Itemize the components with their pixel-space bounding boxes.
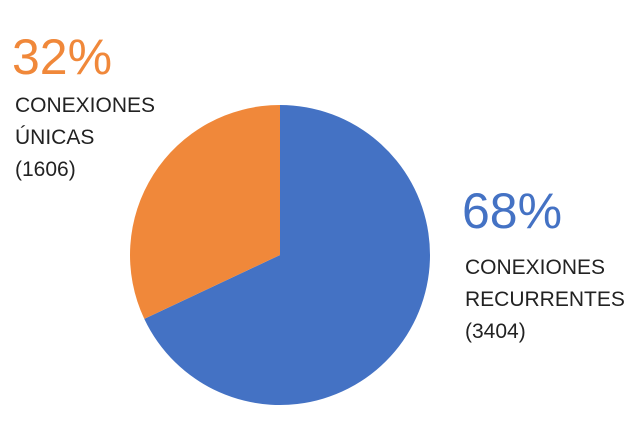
count-label: (3404) — [465, 320, 526, 343]
category-label: CONEXIONES — [15, 94, 155, 117]
pie-slice — [144, 105, 430, 405]
category-label: CONEXIONES — [465, 256, 605, 279]
category-label: ÚNICAS — [15, 126, 94, 149]
count-label: (1606) — [15, 158, 76, 181]
category-label: RECURRENTES — [465, 288, 625, 311]
percent-label: 32% — [12, 29, 112, 85]
pie-slice — [130, 105, 280, 319]
percent-label: 68% — [462, 183, 562, 239]
